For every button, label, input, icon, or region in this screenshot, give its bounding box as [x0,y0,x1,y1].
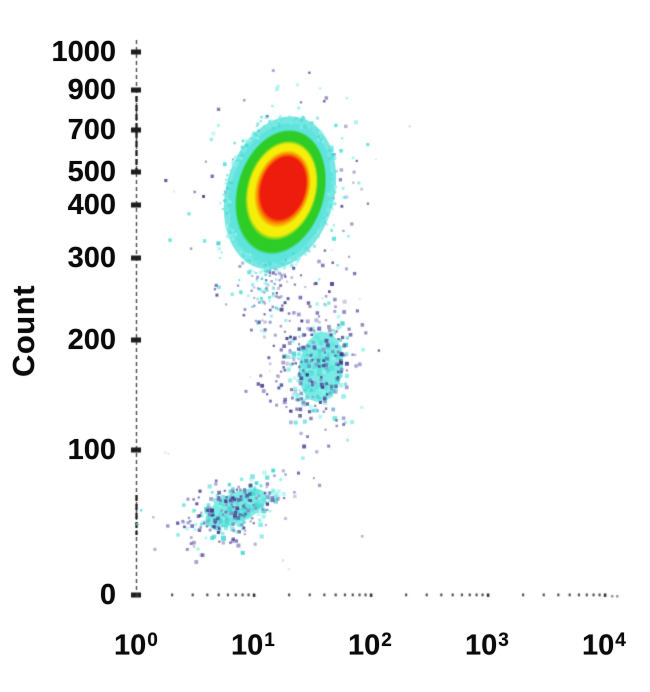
x-axis-tick-labels: 100 101 102 103 104 [0,628,650,688]
y-tick-label: 300 [67,242,116,274]
y-tick-label: 1000 [51,36,116,68]
y-axis-tick-labels: 1000 900 700 500 400 300 200 100 0 [0,0,116,692]
x-tick-label: 102 [348,629,392,662]
x-tick-label: 104 [582,629,626,662]
y-tick-label: 400 [67,189,116,221]
y-tick-label: 500 [67,156,116,188]
y-tick-label: 700 [67,114,116,146]
y-tick-label: 0 [99,579,116,611]
x-tick-label: 100 [114,629,158,662]
y-tick-label: 900 [67,74,116,106]
y-tick-label: 100 [67,434,116,466]
y-tick-label: 200 [67,324,116,356]
x-tick-label: 103 [465,629,509,662]
x-tick-label: 101 [231,629,275,662]
